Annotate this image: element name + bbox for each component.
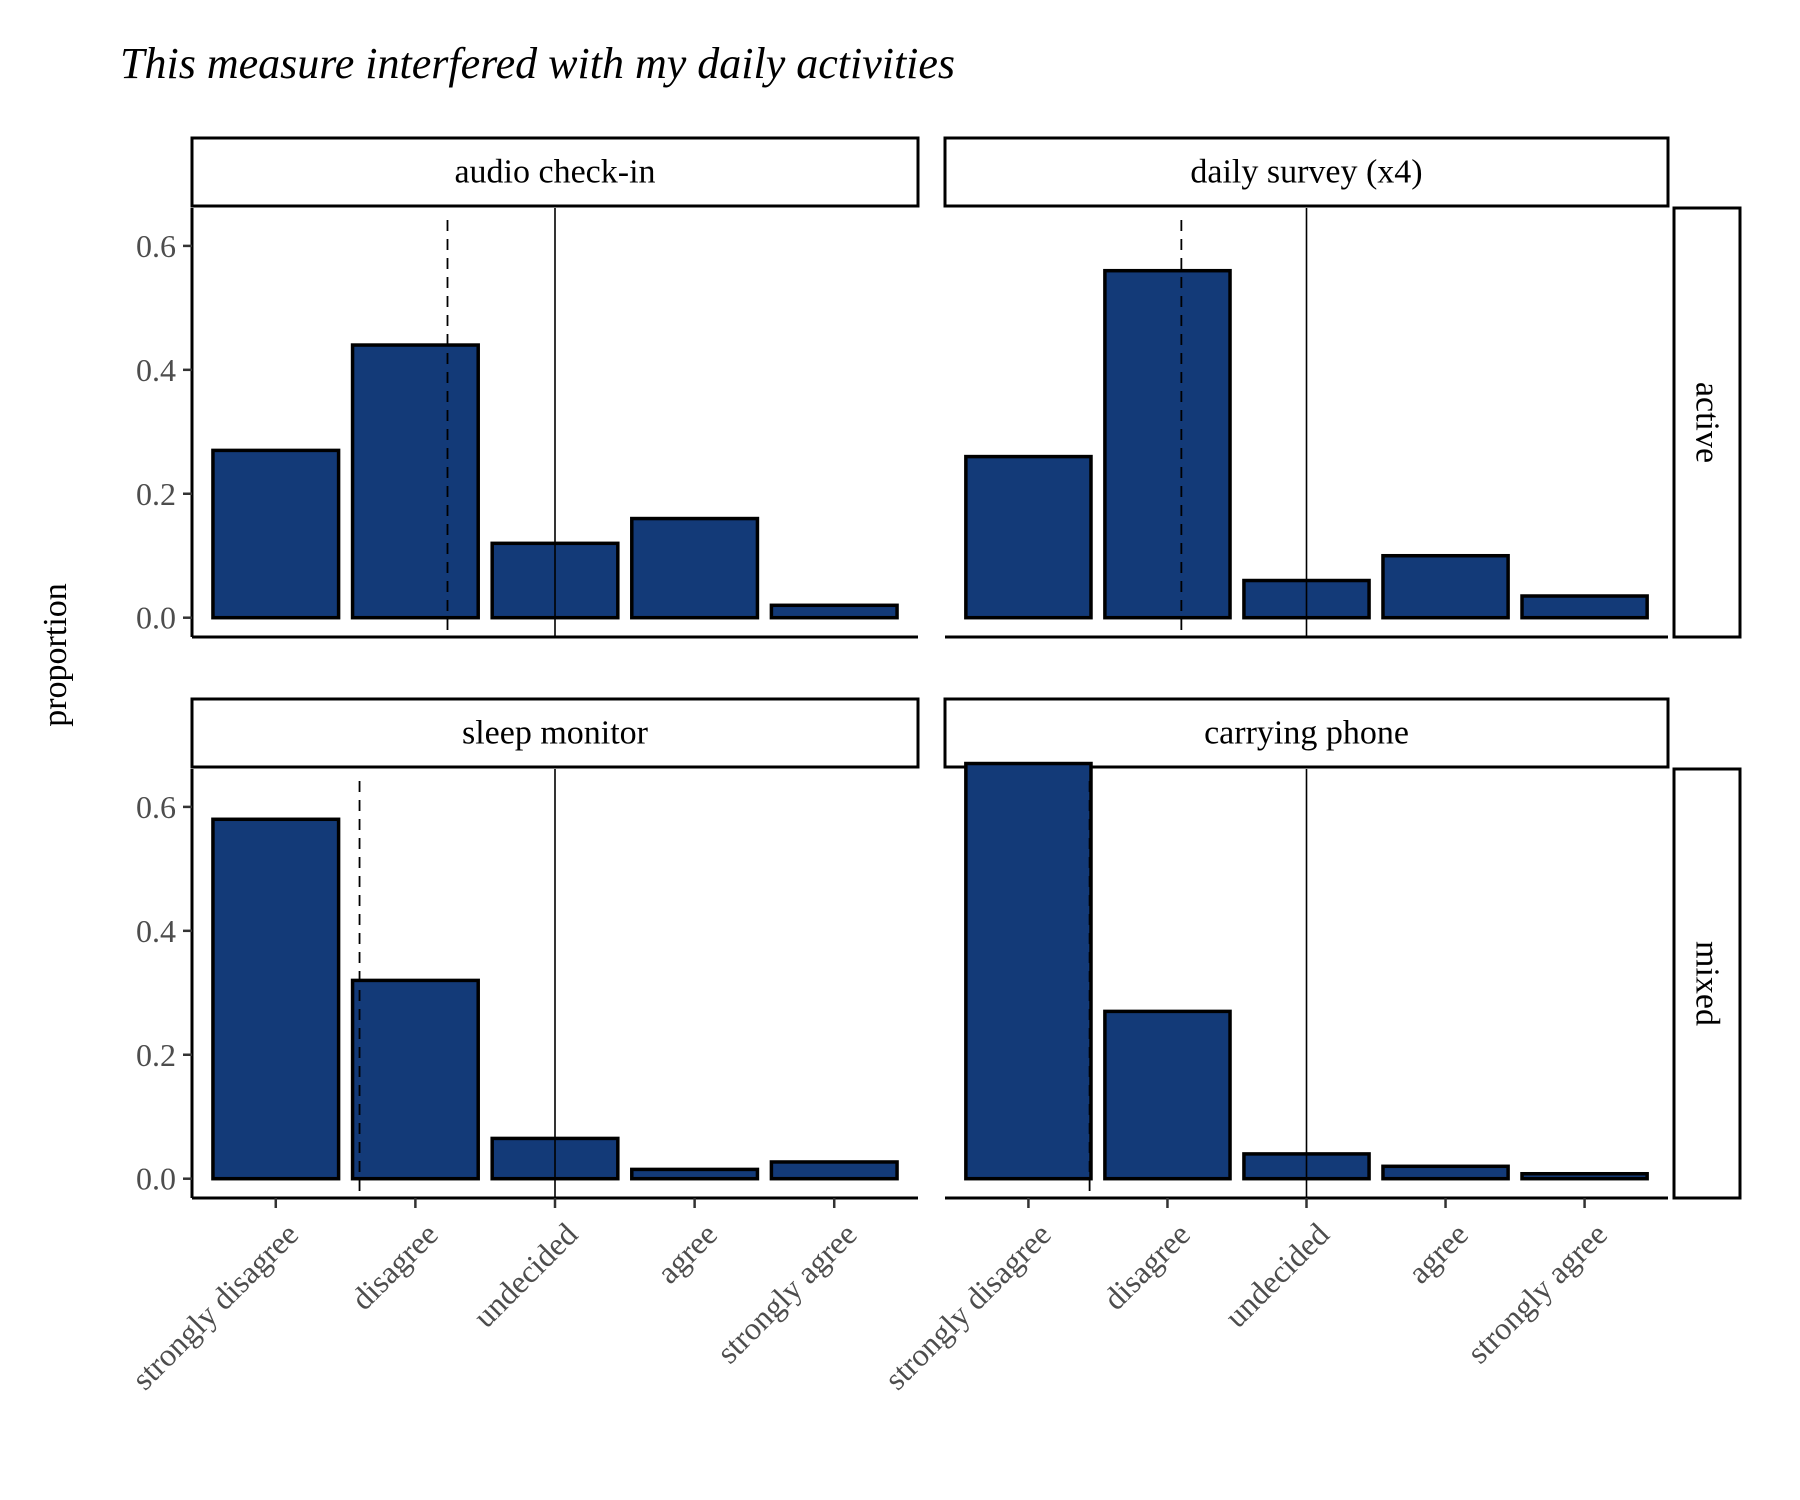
y-tick-label: 0.6 bbox=[136, 228, 176, 264]
x-tick-label: strongly agree bbox=[1460, 1216, 1614, 1370]
bar bbox=[350, 343, 480, 620]
panel-strip-label: sleep monitor bbox=[462, 715, 649, 752]
panel: sleep monitor 0.0 0.2 0.4 0.6 strongly disagr… bbox=[124, 697, 920, 1397]
bar bbox=[964, 454, 1093, 620]
chart-title: This measure interfered with my daily ac… bbox=[120, 39, 955, 88]
bar bbox=[1381, 553, 1510, 620]
panel-strip bbox=[190, 697, 920, 769]
panel-strip bbox=[190, 136, 920, 208]
bar bbox=[769, 603, 899, 620]
panel-strip-label: carrying phone bbox=[1204, 715, 1409, 752]
bar bbox=[211, 817, 341, 1181]
x-tick-label: disagree bbox=[344, 1216, 445, 1317]
panel-strip bbox=[943, 136, 1670, 208]
y-tick-label: 0.2 bbox=[136, 476, 176, 512]
y-tick-label: 0.2 bbox=[136, 1037, 176, 1073]
panel: daily survey (x4) bbox=[943, 136, 1670, 639]
x-tick-label: undecided bbox=[1217, 1216, 1335, 1334]
bar bbox=[211, 448, 341, 620]
x-tick-label: disagree bbox=[1096, 1216, 1197, 1317]
row-strip-label: mixed bbox=[1689, 941, 1726, 1026]
x-tick-label: agree bbox=[1400, 1216, 1474, 1290]
panel: audio check-in 0.0 0.2 0.4 0.6 bbox=[136, 136, 920, 639]
y-tick-label: 0.0 bbox=[136, 1161, 176, 1197]
x-tick-label: agree bbox=[650, 1216, 724, 1290]
bar bbox=[350, 978, 480, 1181]
panel: carrying phone strongly disagree disagree u… bbox=[877, 697, 1670, 1397]
y-tick-label: 0.6 bbox=[136, 789, 176, 825]
x-tick-label: strongly disagree bbox=[124, 1216, 305, 1397]
x-tick-label: strongly agree bbox=[709, 1216, 863, 1370]
y-tick-label: 0.4 bbox=[136, 913, 176, 949]
bar bbox=[630, 1167, 760, 1181]
bar bbox=[1381, 1164, 1510, 1181]
row-strip bbox=[1672, 206, 1742, 639]
row-strip bbox=[1672, 767, 1742, 1200]
y-tick-label: 0.0 bbox=[136, 600, 176, 636]
y-tick-label: 0.4 bbox=[136, 352, 176, 388]
panel-grid: active audio check-in 0.0 0.2 0.4 0.6 daily su… bbox=[124, 136, 1742, 1397]
panel-strip-label: daily survey (x4) bbox=[1190, 154, 1422, 191]
bar bbox=[1520, 594, 1649, 620]
bar bbox=[964, 761, 1093, 1181]
bar bbox=[630, 516, 760, 620]
bar bbox=[769, 1160, 899, 1181]
bar bbox=[1520, 1171, 1649, 1181]
panel-strip bbox=[943, 697, 1670, 769]
row-strip-label: active bbox=[1689, 382, 1726, 463]
x-tick-label: undecided bbox=[466, 1216, 584, 1334]
bar bbox=[1103, 1009, 1232, 1181]
bar bbox=[1103, 268, 1232, 620]
panel-strip-label: audio check-in bbox=[454, 154, 655, 191]
y-axis-title: proportion bbox=[37, 583, 74, 727]
x-tick-label: strongly disagree bbox=[877, 1216, 1058, 1397]
